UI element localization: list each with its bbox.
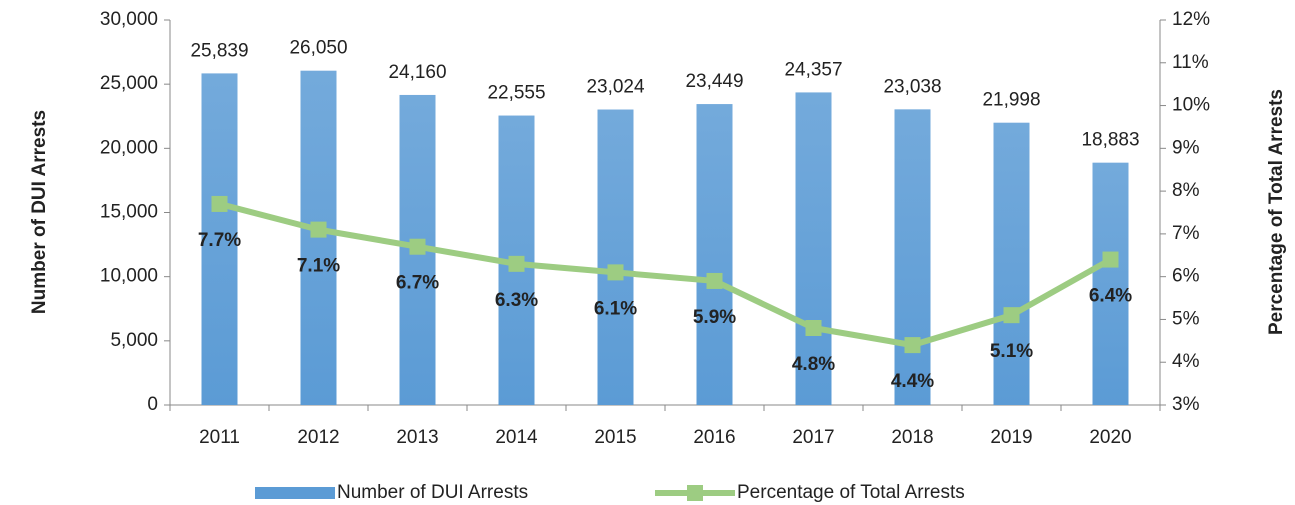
y-tick-label: 5,000: [110, 330, 158, 351]
bar-value-label: 23,024: [586, 77, 645, 98]
line-value-label: 6.1%: [594, 298, 637, 319]
bar-value-label: 22,555: [487, 83, 545, 104]
bar: [597, 109, 634, 405]
bar: [993, 122, 1030, 406]
bar-value-label: 23,038: [883, 76, 941, 97]
bar-value-label: 24,160: [388, 62, 446, 83]
bar-value-label: 18,883: [1081, 130, 1139, 151]
line-marker: [805, 320, 822, 336]
y2-tick-label: 6%: [1172, 266, 1200, 287]
y-tick-label: 15,000: [100, 202, 158, 223]
line-marker: [904, 337, 921, 354]
y2-tick-label: 7%: [1172, 223, 1200, 244]
x-tick-label: 2019: [990, 427, 1032, 448]
bar-value-label: 25,839: [190, 40, 248, 61]
line-value-label: 5.9%: [693, 307, 736, 328]
bar: [300, 70, 337, 406]
legend-swatch: [255, 487, 335, 499]
legend-label: Number of DUI Arrests: [337, 482, 528, 503]
line-marker: [310, 221, 327, 238]
y-tick-label: 10,000: [100, 266, 158, 287]
y2-tick-label: 12%: [1172, 9, 1210, 30]
line: [218, 201, 1112, 349]
x-tick-label: 2017: [792, 427, 834, 448]
line-marker: [706, 272, 723, 289]
line-value-label: 7.1%: [297, 256, 340, 277]
line-marker: [211, 195, 228, 212]
line-value-label: 6.7%: [396, 273, 439, 294]
bar-value-label: 24,357: [784, 59, 842, 80]
x-tick-label: 2012: [297, 427, 339, 448]
line-value-label: 6.3%: [495, 290, 538, 311]
x-tick-label: 2015: [594, 427, 636, 448]
y2-tick-label: 10%: [1172, 95, 1210, 116]
line-value-label: 5.1%: [990, 341, 1033, 362]
x-tick-label: 2016: [693, 427, 735, 448]
bar-value-label: 23,449: [685, 71, 743, 92]
line-value-label: 6.4%: [1089, 286, 1132, 307]
x-tick-label: 2011: [199, 427, 240, 448]
y-axis-title: Number of DUI Arrests: [29, 110, 50, 314]
line-marker: [508, 255, 525, 272]
y2-tick-label: 9%: [1172, 137, 1200, 158]
y2-tick-label: 11%: [1172, 52, 1209, 73]
y-tick-label: 20,000: [100, 137, 158, 158]
bar: [201, 73, 238, 405]
y2-tick-label: 8%: [1172, 180, 1200, 201]
y-tick-label: 30,000: [100, 9, 158, 30]
line-marker: [1003, 307, 1020, 324]
x-tick-label: 2014: [495, 427, 538, 448]
legend-marker: [687, 485, 703, 501]
x-tick-label: 2020: [1089, 427, 1131, 448]
bar: [894, 109, 931, 405]
bar: [696, 104, 733, 405]
x-tick-label: 2013: [396, 427, 438, 448]
legend-label: Percentage of Total Arrests: [737, 482, 965, 503]
y2-axis-title: Percentage of Total Arrests: [1266, 89, 1287, 335]
line-value-label: 7.7%: [198, 230, 241, 251]
y2-tick-label: 4%: [1172, 351, 1200, 372]
y-tick-label: 0: [147, 394, 158, 415]
x-tick-label: 2018: [891, 427, 933, 448]
line-marker: [607, 264, 624, 281]
y2-tick-label: 5%: [1172, 308, 1200, 329]
y2-tick-label: 3%: [1172, 394, 1200, 415]
bar: [1092, 162, 1129, 405]
line-value-label: 4.8%: [792, 354, 835, 375]
line-marker: [409, 238, 426, 255]
y-tick-label: 25,000: [100, 73, 158, 94]
line-value-label: 4.4%: [891, 371, 934, 392]
bar: [795, 92, 832, 405]
bar-value-label: 26,050: [289, 38, 347, 59]
line-marker: [1102, 251, 1119, 268]
bar-value-label: 21,998: [982, 90, 1040, 111]
